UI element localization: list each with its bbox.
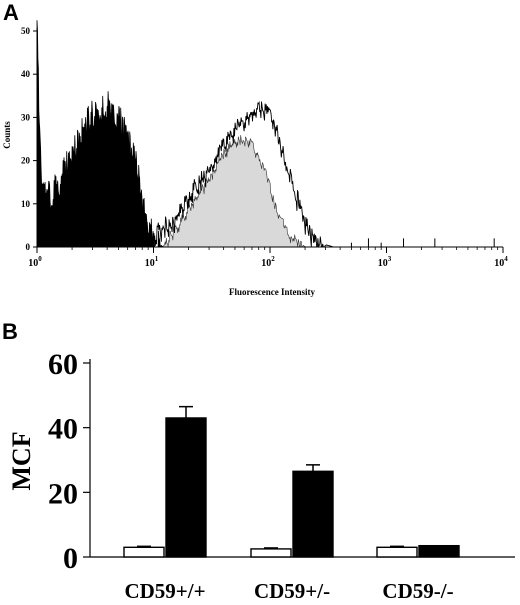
x-tick-label: 100: [28, 255, 42, 269]
bar-chart-panel-b: 0 20 40 60 MCF CD59+/+ CD59+/- CD59-/-: [7, 348, 515, 603]
panel-label-b: B: [2, 319, 18, 344]
bar-open: [123, 546, 165, 558]
x-tick-label: 103: [378, 255, 392, 269]
x-tick-label: 104: [494, 255, 508, 269]
category-label: CD59+/-: [254, 579, 330, 603]
y-tick-label: 50: [21, 26, 31, 36]
panel-label-a: A: [3, 0, 19, 25]
y-tick-label: 60: [48, 348, 78, 381]
y-axis-title: MCF: [7, 431, 36, 490]
x-axis-title: Fluorescence Intensity: [229, 287, 316, 297]
y-tick-label: 10: [21, 199, 31, 209]
histogram-panel-a: 0 10 20 30 40 50 100 101 102 103 104 Fluorescence I…: [2, 20, 508, 297]
y-tick-label: 20: [21, 156, 31, 166]
category-label: CD59+/+: [124, 579, 205, 603]
bar-filled: [165, 417, 207, 558]
histogram-filled-gray: [162, 135, 306, 248]
bar-filled: [292, 470, 334, 558]
bar-open: [376, 546, 418, 558]
x-tick-label: 101: [145, 255, 159, 269]
histogram-filled-black: [36, 20, 164, 248]
y-tick-label: 30: [21, 112, 31, 122]
y-tick-label: 0: [63, 542, 78, 575]
y-tick-label: 40: [48, 413, 78, 446]
category-label: CD59-/-: [382, 579, 453, 603]
x-tick-label: 102: [261, 255, 275, 269]
y-tick-label: 0: [26, 242, 31, 252]
y-axis-title: Counts: [2, 121, 12, 149]
bar-filled: [418, 544, 460, 558]
y-tick-label: 20: [48, 477, 78, 510]
histogram-outline: [153, 100, 333, 248]
bar-open: [250, 548, 292, 558]
y-tick-label: 40: [21, 69, 31, 79]
